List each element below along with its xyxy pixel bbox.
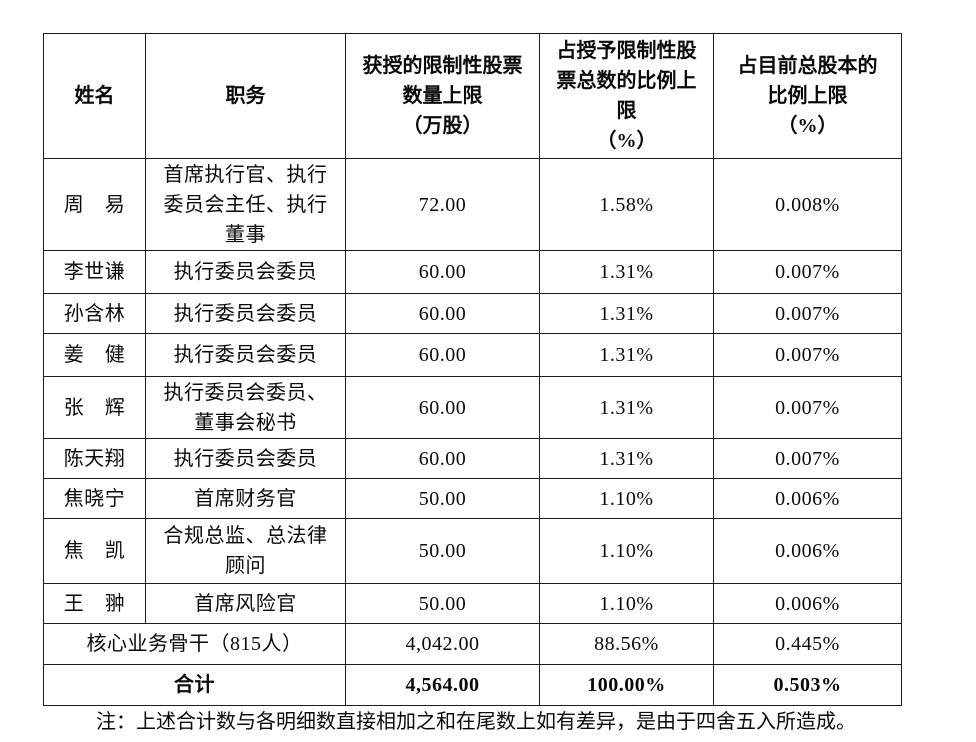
shares-cell: 60.00: [345, 250, 540, 294]
table-row: 陈天翔 执行委员会委员 60.00 1.31% 0.007%: [43, 438, 902, 479]
total-label: 合计: [43, 664, 346, 706]
subtotal-shares: 4,042.00: [345, 623, 540, 665]
name-cell: 焦 凯: [43, 518, 146, 584]
table-row: 焦 凯 合规总监、总法律 顾问 50.00 1.10% 0.006%: [43, 518, 902, 584]
shares-cell: 72.00: [345, 158, 540, 251]
table-row: 姜 健 执行委员会委员 60.00 1.31% 0.007%: [43, 333, 902, 377]
col-header-pct-of-grant: 占授予限制性股 票总数的比例上 限 （%）: [539, 33, 714, 159]
title-cell: 执行委员会委员: [145, 293, 346, 334]
name-cell: 孙含林: [43, 293, 146, 334]
pct-capital-cell: 0.007%: [713, 250, 902, 294]
name-cell: 周 易: [43, 158, 146, 251]
footnote: 注：上述合计数与各明细数直接相加之和在尾数上如有差异，是由于四舍五入所造成。: [96, 711, 856, 733]
shares-cell: 60.00: [345, 293, 540, 334]
title-cell: 执行委员会委员: [145, 333, 346, 377]
col-header-shares-limit: 获授的限制性股票 数量上限 （万股）: [345, 33, 540, 159]
header-row: 姓名 职务 获授的限制性股票 数量上限 （万股） 占授予限制性股 票总数的比例上…: [43, 33, 902, 159]
pct-grant-cell: 1.10%: [539, 518, 714, 584]
total-shares: 4,564.00: [345, 664, 540, 706]
title-cell: 执行委员会委员: [145, 438, 346, 479]
name-cell: 张 辉: [43, 376, 146, 439]
pct-grant-cell: 1.31%: [539, 376, 714, 439]
table-row: 焦晓宁 首席财务官 50.00 1.10% 0.006%: [43, 478, 902, 519]
table-row: 孙含林 执行委员会委员 60.00 1.31% 0.007%: [43, 293, 902, 334]
title-cell: 首席执行官、执行 委员会主任、执行 董事: [145, 158, 346, 251]
pct-capital-cell: 0.006%: [713, 518, 902, 584]
title-cell: 首席财务官: [145, 478, 346, 519]
title-cell: 执行委员会委员、 董事会秘书: [145, 376, 346, 439]
total-row: 合计 4,564.00 100.00% 0.503%: [43, 664, 902, 706]
pct-capital-cell: 0.008%: [713, 158, 902, 251]
shares-cell: 50.00: [345, 518, 540, 584]
shares-cell: 60.00: [345, 438, 540, 479]
subtotal-label: 核心业务骨干（815人）: [43, 623, 346, 665]
restricted-stock-grant-table: 姓名 职务 获授的限制性股票 数量上限 （万股） 占授予限制性股 票总数的比例上…: [43, 33, 902, 706]
subtotal-pct-grant: 88.56%: [539, 623, 714, 665]
pct-capital-cell: 0.006%: [713, 478, 902, 519]
name-cell: 陈天翔: [43, 438, 146, 479]
title-cell: 首席风险官: [145, 583, 346, 624]
pct-grant-cell: 1.31%: [539, 438, 714, 479]
pct-capital-cell: 0.007%: [713, 438, 902, 479]
pct-capital-cell: 0.007%: [713, 293, 902, 334]
subtotal-pct-capital: 0.445%: [713, 623, 902, 665]
table-row: 王 翀 首席风险官 50.00 1.10% 0.006%: [43, 583, 902, 624]
table-row: 张 辉 执行委员会委员、 董事会秘书 60.00 1.31% 0.007%: [43, 376, 902, 439]
title-cell: 执行委员会委员: [145, 250, 346, 294]
pct-grant-cell: 1.58%: [539, 158, 714, 251]
shares-cell: 50.00: [345, 583, 540, 624]
title-cell: 合规总监、总法律 顾问: [145, 518, 346, 584]
name-cell: 姜 健: [43, 333, 146, 377]
pct-capital-cell: 0.007%: [713, 333, 902, 377]
total-pct-grant: 100.00%: [539, 664, 714, 706]
shares-cell: 60.00: [345, 376, 540, 439]
col-header-pct-of-capital: 占目前总股本的 比例上限 （%）: [713, 33, 902, 159]
name-cell: 王 翀: [43, 583, 146, 624]
shares-cell: 60.00: [345, 333, 540, 377]
pct-grant-cell: 1.31%: [539, 250, 714, 294]
pct-grant-cell: 1.10%: [539, 583, 714, 624]
table-row: 李世谦 执行委员会委员 60.00 1.31% 0.007%: [43, 250, 902, 294]
shares-cell: 50.00: [345, 478, 540, 519]
pct-grant-cell: 1.10%: [539, 478, 714, 519]
name-cell: 李世谦: [43, 250, 146, 294]
col-header-title: 职务: [145, 33, 346, 159]
pct-grant-cell: 1.31%: [539, 333, 714, 377]
total-pct-capital: 0.503%: [713, 664, 902, 706]
subtotal-row: 核心业务骨干（815人） 4,042.00 88.56% 0.445%: [43, 623, 902, 665]
pct-grant-cell: 1.31%: [539, 293, 714, 334]
pct-capital-cell: 0.007%: [713, 376, 902, 439]
pct-capital-cell: 0.006%: [713, 583, 902, 624]
table-row: 周 易 首席执行官、执行 委员会主任、执行 董事 72.00 1.58% 0.0…: [43, 158, 902, 251]
name-cell: 焦晓宁: [43, 478, 146, 519]
col-header-name: 姓名: [43, 33, 146, 159]
